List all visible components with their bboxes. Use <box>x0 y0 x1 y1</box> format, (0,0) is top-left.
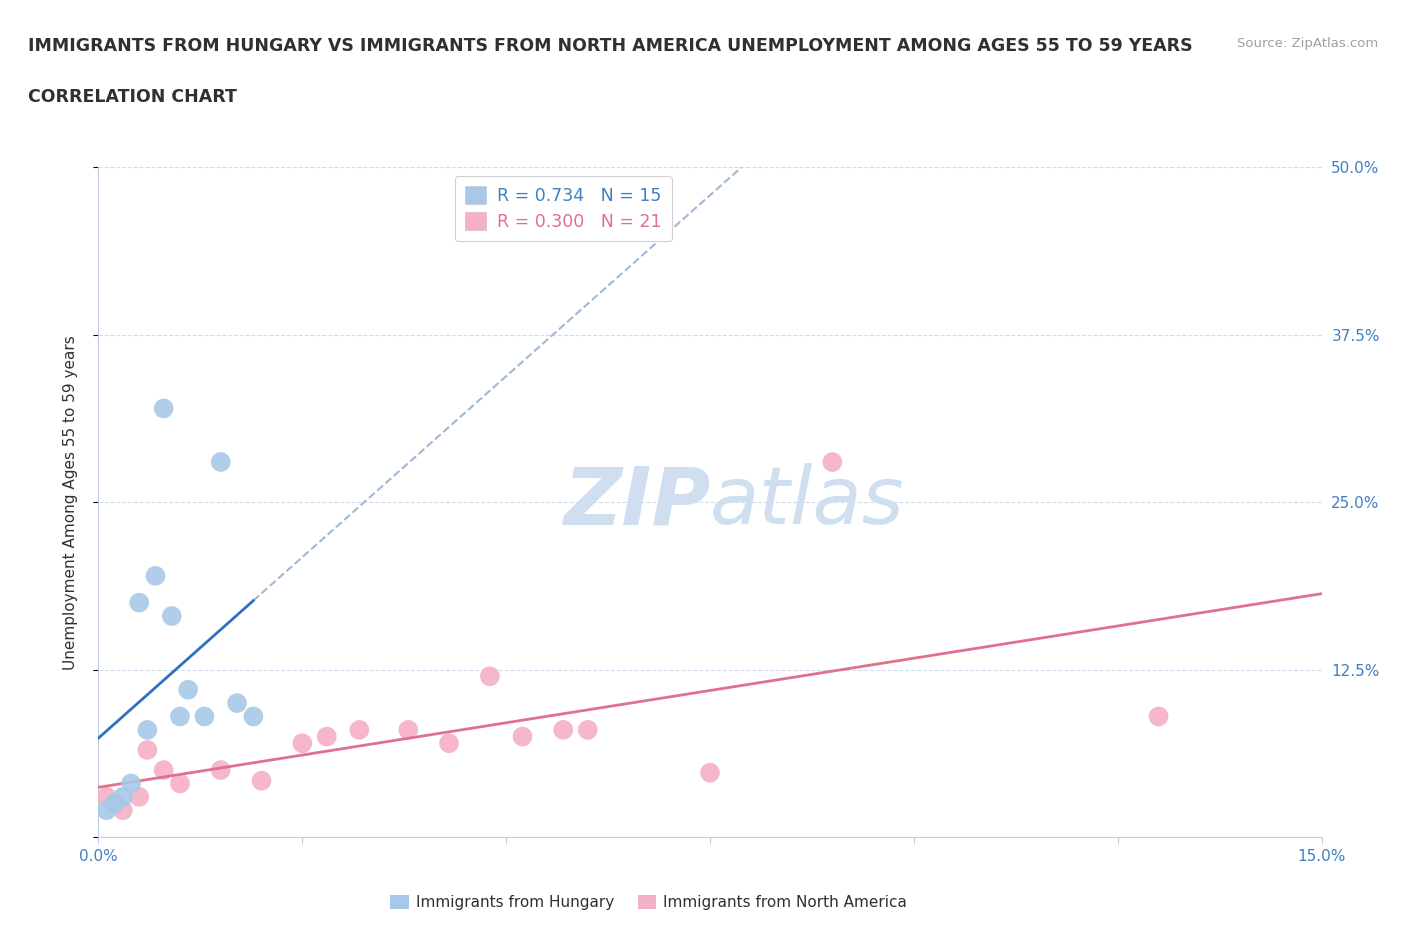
Point <box>699 765 721 780</box>
Point <box>96 803 118 817</box>
Point <box>553 723 575 737</box>
Point <box>96 790 118 804</box>
Text: ZIP: ZIP <box>562 463 710 541</box>
Point <box>315 729 337 744</box>
Point <box>396 723 419 737</box>
Point <box>291 736 314 751</box>
Point <box>193 709 215 724</box>
Point <box>437 736 460 751</box>
Text: CORRELATION CHART: CORRELATION CHART <box>28 88 238 106</box>
Point <box>169 776 191 790</box>
Y-axis label: Unemployment Among Ages 55 to 59 years: Unemployment Among Ages 55 to 59 years <box>63 335 77 670</box>
Point <box>136 723 159 737</box>
Point <box>169 709 191 724</box>
Point <box>821 455 844 470</box>
Text: atlas: atlas <box>710 463 905 541</box>
Point <box>128 595 150 610</box>
Point <box>104 796 127 811</box>
Point <box>226 696 249 711</box>
Point <box>160 608 183 623</box>
Point <box>512 729 534 744</box>
Legend: Immigrants from Hungary, Immigrants from North America: Immigrants from Hungary, Immigrants from… <box>384 889 914 916</box>
Point <box>145 568 167 583</box>
Point <box>478 669 501 684</box>
Point <box>104 796 127 811</box>
Point <box>111 790 134 804</box>
Point <box>111 803 134 817</box>
Point <box>152 401 174 416</box>
Text: Source: ZipAtlas.com: Source: ZipAtlas.com <box>1237 37 1378 50</box>
Point <box>242 709 264 724</box>
Point <box>152 763 174 777</box>
Point <box>576 723 599 737</box>
Text: IMMIGRANTS FROM HUNGARY VS IMMIGRANTS FROM NORTH AMERICA UNEMPLOYMENT AMONG AGES: IMMIGRANTS FROM HUNGARY VS IMMIGRANTS FR… <box>28 37 1192 55</box>
Point <box>209 455 232 470</box>
Point <box>349 723 371 737</box>
Point <box>120 776 142 790</box>
Point <box>136 742 159 757</box>
Point <box>209 763 232 777</box>
Point <box>128 790 150 804</box>
Point <box>177 683 200 698</box>
Point <box>250 774 273 789</box>
Point <box>1147 709 1170 724</box>
